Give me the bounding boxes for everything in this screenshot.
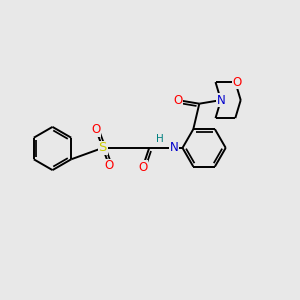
Text: H: H <box>156 134 164 145</box>
Text: O: O <box>105 159 114 172</box>
Text: O: O <box>232 76 242 88</box>
Text: O: O <box>138 161 147 174</box>
Text: O: O <box>173 94 182 106</box>
Text: O: O <box>92 123 101 136</box>
Text: N: N <box>217 94 225 106</box>
Text: N: N <box>170 141 178 154</box>
Text: S: S <box>98 141 107 154</box>
